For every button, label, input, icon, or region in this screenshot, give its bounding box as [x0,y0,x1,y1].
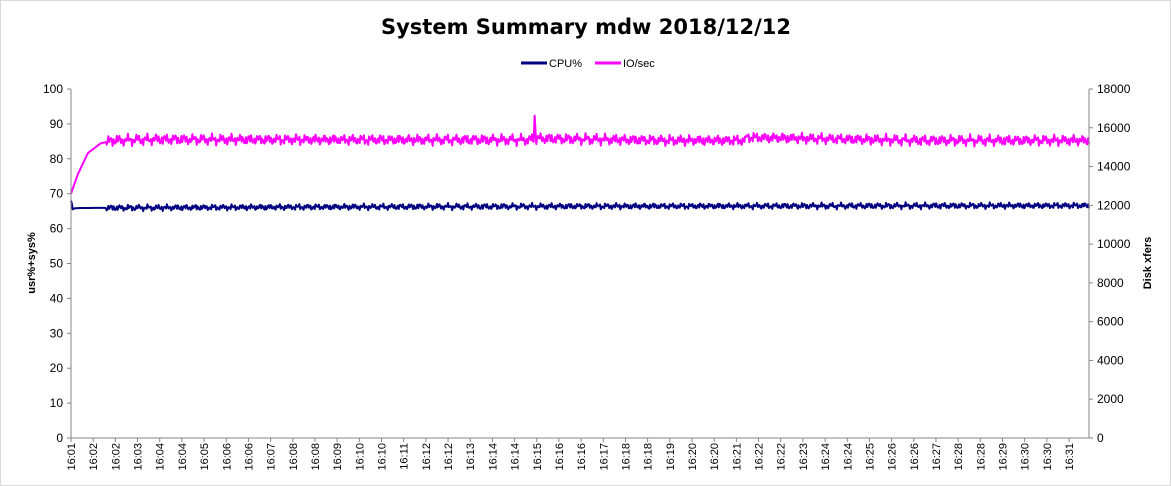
x-tick-label: 16:12 [443,443,455,471]
left-tick-label: 20 [50,361,64,375]
x-tick-label: 16:16 [554,443,566,471]
right-tick-label: 16000 [1097,121,1131,135]
x-tick-label: 16:04 [155,443,167,471]
left-axis-label: usr%+sys% [26,232,38,294]
right-tick-label: 14000 [1097,160,1131,174]
plot-area [70,114,1090,213]
x-tick-label: 16:09 [332,443,344,471]
right-tick-label: 12000 [1097,198,1131,212]
right-tick-label: 4000 [1097,353,1124,367]
x-tick-label: 16:15 [532,443,544,471]
left-tick-label: 10 [50,396,64,410]
x-tick-label: 16:24 [820,443,832,471]
right-axis-label: Disk xfers [1142,237,1154,290]
x-tick-label: 16:17 [598,443,610,471]
x-tick-label: 16:01 [66,443,78,471]
x-tick-label: 16:06 [221,443,233,471]
right-axis: 0 2000 4000 6000 8000 10000 12000 14000 16000 180… [1088,82,1131,445]
left-tick-label: 60 [50,222,64,236]
x-tick-label: 16:26 [909,443,921,471]
legend: CPU% IO/sec [521,58,655,70]
x-tick-label: 16:28 [953,443,965,471]
right-tick-label: 0 [1097,431,1104,445]
left-axis: 0 10 20 30 40 50 60 70 80 90 100 [43,82,72,445]
left-tick-label: 70 [50,187,64,201]
x-tick-label: 16:22 [776,443,788,471]
x-tick-label: 16:28 [975,443,987,471]
x-tick-label: 16:14 [487,443,499,471]
x-tick-label: 16:23 [798,443,810,471]
right-tick-label: 10000 [1097,237,1131,251]
x-tick-label: 16:08 [288,443,300,471]
series-line-cpu [70,200,1090,213]
left-tick-label: 90 [50,117,64,131]
x-tick-label: 16:04 [177,443,189,471]
x-tick-label: 16:20 [687,443,699,471]
x-tick-label: 16:18 [643,443,655,471]
x-tick-label: 16:13 [465,443,477,471]
x-tick-label: 16:30 [1042,443,1054,471]
right-tick-label: 8000 [1097,276,1124,290]
x-tick-label: 16:30 [1020,443,1032,471]
x-tick-label: 16:03 [133,443,145,471]
x-tick-label: 16:27 [931,443,943,471]
left-tick-label: 100 [43,82,63,96]
x-tick-label: 16:07 [266,443,278,471]
x-tick-label: 16:21 [731,443,743,471]
right-tick-label: 18000 [1097,82,1131,96]
x-tick-label: 16:11 [399,443,411,470]
legend-label-io: IO/sec [623,58,655,70]
x-tick-label: 16:12 [421,443,433,471]
x-tick-label: 16:16 [576,443,588,471]
x-tick-label: 16:02 [110,443,122,471]
x-axis: 16:01 16:02 16:02 16:03 16:04 16:04 16:05 16:06… [66,437,1089,471]
x-tick-label: 16:24 [842,443,854,471]
x-tick-label: 16:25 [864,443,876,471]
x-tick-label: 16:29 [998,443,1010,471]
x-tick-label: 16:10 [354,443,366,471]
x-tick-label: 16:26 [887,443,899,471]
x-tick-label: 16:18 [620,443,632,471]
left-tick-label: 30 [50,326,64,340]
x-tick-label: 16:31 [1064,443,1076,471]
left-tick-label: 50 [50,257,64,271]
x-tick-label: 16:22 [754,443,766,471]
x-tick-label: 16:20 [709,443,721,471]
left-tick-label: 40 [50,291,64,305]
x-tick-label: 16:08 [310,443,322,471]
right-tick-label: 6000 [1097,315,1124,329]
x-tick-label: 16:02 [88,443,100,471]
right-tick-label: 2000 [1097,392,1124,406]
left-tick-label: 80 [50,152,64,166]
x-tick-label: 16:10 [377,443,389,471]
x-tick-label: 16:05 [199,443,211,471]
x-tick-label: 16:06 [243,443,255,471]
left-tick-label: 0 [56,431,63,445]
chart-title: System Summary mdw 2018/12/12 [381,15,791,39]
series-line-io [70,114,1090,195]
legend-label-cpu: CPU% [549,58,582,70]
x-tick-label: 16:14 [510,443,522,471]
x-tick-label: 16:19 [665,443,677,471]
